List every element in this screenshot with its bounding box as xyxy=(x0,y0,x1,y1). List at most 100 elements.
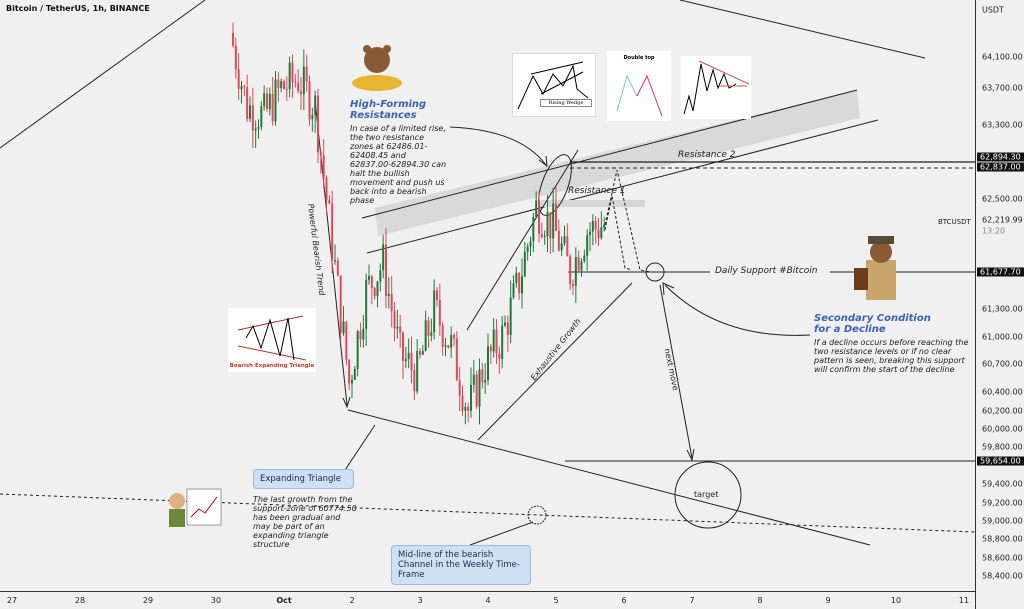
candle-body xyxy=(501,325,504,359)
candle-body xyxy=(297,82,300,92)
next-move-arrow xyxy=(659,284,693,459)
candle-body xyxy=(569,256,572,285)
candle-body xyxy=(555,203,557,231)
candle-body xyxy=(277,79,280,89)
candle-body xyxy=(504,322,506,326)
price-tick: 63,300.00 xyxy=(982,120,1023,130)
candle-body xyxy=(512,283,515,298)
time-tick: 28 xyxy=(74,596,86,605)
time-tick: 2 xyxy=(349,596,355,605)
candle-body xyxy=(444,345,447,347)
candle-body xyxy=(467,406,470,411)
price-tick: 60,700.00 xyxy=(982,359,1023,369)
candle-body xyxy=(379,270,382,282)
price-tick: 60,200.00 xyxy=(982,406,1023,415)
secondary-condition-text: If a decline occurs before reaching the … xyxy=(814,338,969,374)
price-tick: 60,400.00 xyxy=(982,387,1023,397)
candle-body xyxy=(404,358,407,362)
bear-detective-image xyxy=(852,232,910,302)
candle-body xyxy=(294,82,297,84)
time-tick: 29 xyxy=(142,596,154,605)
candle-body xyxy=(518,272,521,294)
candle-body xyxy=(484,380,487,383)
candle-body xyxy=(574,257,577,286)
candle-body xyxy=(322,155,325,178)
high-forming-resistances-text: In case of a limited rise, the two resis… xyxy=(350,124,447,205)
curved-arrow-resistance xyxy=(449,126,547,166)
time-axis[interactable]: 27 28 29 30 Oct 2 3 4 5 6 7 8 9 10 11 xyxy=(0,591,975,609)
target-label: target xyxy=(694,490,719,499)
time-tick: 11 xyxy=(958,596,970,605)
time-tick: 27 xyxy=(6,596,18,605)
candle-body xyxy=(563,236,566,244)
chart-canvas[interactable] xyxy=(0,0,976,591)
price-tick: 63,700.00 xyxy=(982,83,1023,93)
candle-body xyxy=(566,236,569,257)
candle-body xyxy=(523,251,526,277)
time-tick: 3 xyxy=(417,596,423,605)
high-forming-resistances-title: High-Forming Resistances xyxy=(350,99,427,121)
price-axis[interactable]: USDT 64,100.00 63,700.00 63,300.00 62,500.0… xyxy=(975,0,1024,609)
bear-money-image xyxy=(350,38,405,93)
candle-body xyxy=(254,128,257,131)
candle-body xyxy=(421,350,424,355)
candle-body xyxy=(419,351,421,355)
rising-wedge-label: Rising Wedge xyxy=(540,99,592,107)
candle-body xyxy=(492,329,495,352)
candle-body xyxy=(243,86,246,88)
candle-body xyxy=(438,300,441,326)
candle-body xyxy=(283,81,285,89)
candle-body xyxy=(416,351,419,392)
candle-body xyxy=(251,105,254,131)
candle-body xyxy=(288,62,291,90)
candle-body xyxy=(538,200,540,234)
candle-body xyxy=(441,325,444,347)
projection-path-1 xyxy=(604,169,651,273)
candle-body xyxy=(396,326,399,329)
candle-body xyxy=(305,66,308,82)
candle-body xyxy=(362,328,365,340)
candle-body xyxy=(271,94,274,122)
candle-body xyxy=(487,346,489,381)
bearish-expanding-triangle-image: Bearish Expanding Triangle xyxy=(228,308,316,372)
candle-body xyxy=(450,334,453,348)
daily-support-label: Daily Support #Bitcoin xyxy=(715,266,818,276)
candle-body xyxy=(368,276,370,280)
chart-area[interactable]: Bitcoin / TetherUS, 1h, BINANCE Rising W… xyxy=(0,0,976,591)
secondary-condition-title: Secondary Condition for a Decline xyxy=(814,313,931,335)
candle-body xyxy=(470,385,472,411)
candle-body xyxy=(232,32,234,46)
candle-body xyxy=(334,260,336,262)
last-growth-text: The last growth from the support-zone of… xyxy=(253,495,357,549)
candle-body xyxy=(433,290,436,333)
countdown: 13:20 xyxy=(982,226,1006,236)
price-badge: 61,677.70 xyxy=(977,267,1024,277)
candle-body xyxy=(266,93,268,110)
candle-body xyxy=(589,231,591,235)
price-badge: 62,837.00 xyxy=(977,162,1024,172)
candle-body xyxy=(385,244,387,296)
candle-body xyxy=(603,224,606,228)
resistance-2-label: Resistance 2 xyxy=(678,150,736,160)
candle-body xyxy=(308,81,311,120)
channel-line-lower xyxy=(366,119,879,254)
projection-path-2 xyxy=(604,195,633,271)
price-tick: 59,200.00 xyxy=(982,498,1023,508)
candle-body xyxy=(302,66,305,95)
price-badge: 62,894.30 xyxy=(977,152,1024,161)
candle-body xyxy=(461,395,464,411)
candle-body xyxy=(336,260,339,276)
price-tick: 58,600.00 xyxy=(982,553,1023,563)
rising-wedge-image: Rising Wedge xyxy=(512,53,596,117)
price-badge: 59,654.00 xyxy=(977,456,1024,466)
candle-body xyxy=(393,311,396,329)
candle-body xyxy=(390,293,393,312)
candle-body xyxy=(535,200,538,217)
time-tick: 30 xyxy=(210,596,222,605)
price-tick: 64,100.00 xyxy=(982,52,1023,62)
midline-callout: Mid-line of the bearish Channel in the W… xyxy=(391,545,531,585)
time-tick: 10 xyxy=(890,596,902,605)
candle-body xyxy=(365,279,368,329)
candle-body xyxy=(458,380,461,396)
candle-body xyxy=(300,91,302,95)
